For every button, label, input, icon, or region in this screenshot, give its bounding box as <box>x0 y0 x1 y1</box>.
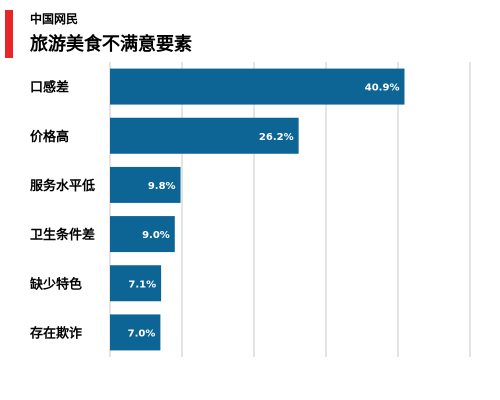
chart-title: 旅游美食不满意要素 <box>30 34 192 55</box>
value-label: 40.9% <box>365 83 400 94</box>
grid-lines <box>109 62 471 357</box>
bar <box>110 166 181 203</box>
category-label: 服务水平低 <box>30 178 95 194</box>
title-accent-bar <box>5 10 13 58</box>
bar <box>110 117 299 154</box>
value-label: 7.0% <box>128 328 156 339</box>
bar <box>110 265 162 302</box>
bar <box>110 216 175 253</box>
value-labels: 40.9% 26.2% 9.8% 9.0% 7.1% 7.0% <box>128 83 400 340</box>
value-label: 9.0% <box>142 230 170 241</box>
value-label: 9.8% <box>148 181 176 192</box>
category-label: 存在欺诈 <box>30 325 82 341</box>
value-label: 7.1% <box>128 279 156 290</box>
value-label: 26.2% <box>259 132 294 143</box>
bar <box>110 68 405 105</box>
bar <box>110 314 161 351</box>
category-label: 口感差 <box>30 80 69 96</box>
chart-header: 中国网民 旅游美食不满意要素 <box>0 0 500 60</box>
chart-subtitle: 中国网民 <box>30 12 79 26</box>
category-label: 缺少特色 <box>29 276 82 292</box>
bars <box>110 68 405 351</box>
category-label: 价格高 <box>30 129 69 145</box>
category-label: 卫生条件差 <box>30 227 95 243</box>
